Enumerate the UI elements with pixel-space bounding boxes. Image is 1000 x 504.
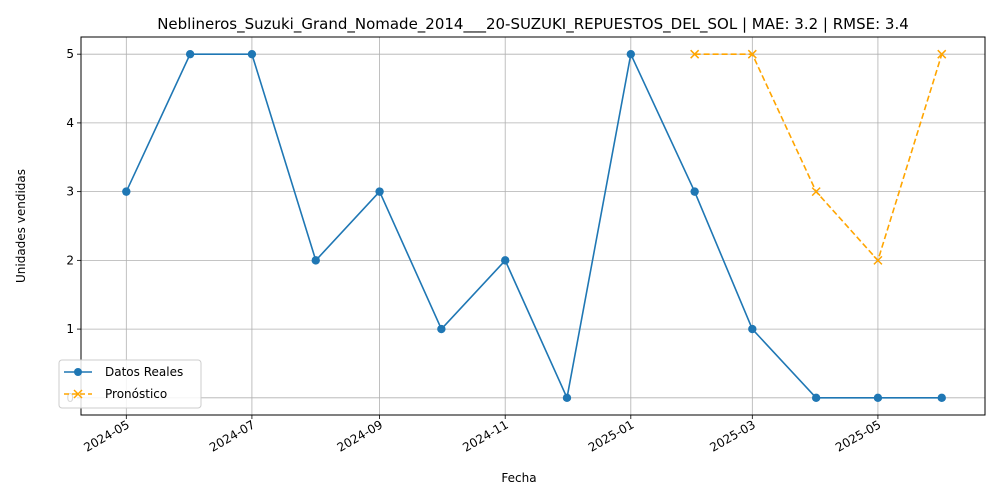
data-point [437,324,446,334]
x-tick-label: 2025-05 [833,417,883,454]
series-line [125,51,942,401]
x-tick-label: 2025-03 [707,417,757,454]
x-tick-label: 2025-01 [586,417,636,454]
data-point [690,187,699,196]
forecast-point [690,49,700,59]
grid-lines [81,37,985,415]
y-axis-ticks: 012345 [66,47,81,405]
forecast-point [873,255,883,265]
series-layer [122,49,947,403]
data-point [247,49,257,59]
data-point [311,256,320,265]
forecast-point [937,49,947,59]
x-tick-label: 2024-07 [207,417,257,454]
series-actual [122,49,946,403]
legend-marker-forecast [73,389,83,399]
data-point [185,49,195,59]
x-axis-title: Fecha [501,471,536,485]
y-tick-label: 4 [66,116,74,130]
data-point [873,393,883,403]
series-line [694,53,943,262]
y-tick-label: 5 [66,47,74,61]
y-axis-title: Unidades vendidas [14,169,28,283]
data-point [748,324,757,334]
legend: Datos Reales Pronóstico [58,359,202,409]
legend-box [58,359,202,409]
data-point [811,393,821,403]
data-point [626,49,636,59]
forecast-point [811,187,821,197]
x-tick-label: 2024-11 [460,417,510,454]
data-point [501,256,510,265]
chart-title: Neblineros_Suzuki_Grand_Nomade_2014___20… [157,15,909,34]
legend-label-actual: Datos Reales [105,365,183,379]
legend-marker-actual [74,368,82,376]
data-point [562,393,572,403]
forecast-point [747,49,757,59]
plot-frame [80,36,986,416]
data-point [375,187,384,196]
data-point [122,187,131,196]
series-forecast [690,49,947,265]
y-tick-label: 2 [66,253,74,267]
x-axis-ticks: 2024-05 2024-07 2024-09 2024-11 2025-01 2025-… [81,415,883,455]
x-tick-label: 2024-05 [81,417,131,454]
x-tick-label: 2024-09 [335,417,385,454]
legend-label-forecast: Pronóstico [105,387,167,401]
data-point [937,393,946,403]
y-tick-label: 1 [66,322,74,336]
y-tick-label: 3 [66,185,74,199]
